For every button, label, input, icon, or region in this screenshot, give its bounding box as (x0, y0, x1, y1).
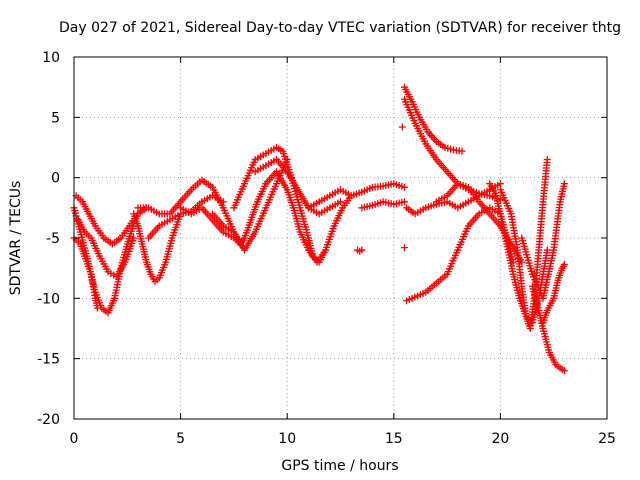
data-point (400, 183, 408, 191)
series-track-d (74, 216, 138, 281)
y-tick-label: 5 (51, 110, 60, 126)
series-track-e (130, 210, 185, 285)
data-point (496, 180, 504, 188)
y-tick-label: -10 (37, 291, 60, 307)
data-point (458, 147, 466, 155)
series-track-w (528, 282, 568, 375)
series-track-x (539, 261, 568, 326)
data-series (70, 83, 568, 375)
x-tick-label: 15 (385, 431, 403, 447)
data-point (560, 367, 568, 375)
data-point (130, 234, 138, 242)
series-track-p (400, 83, 466, 155)
series-track-u (486, 180, 551, 326)
data-point (560, 261, 568, 269)
x-axis-label: GPS time / hours (281, 458, 398, 474)
x-tick-label: 10 (278, 431, 296, 447)
x-tick-label: 0 (70, 431, 79, 447)
series-track-h (177, 180, 270, 248)
data-point (560, 180, 568, 188)
data-point (219, 198, 227, 206)
chart-title: Day 027 of 2021, Sidereal Day-to-day VTE… (59, 20, 621, 36)
data-point (398, 123, 406, 131)
axis-ticks: 0 5 10 15 20 25 -20 -15 -10 -5 0 5 10 (37, 50, 616, 447)
data-point (358, 246, 366, 254)
x-tick-label: 5 (176, 431, 185, 447)
data-point (543, 246, 551, 254)
y-tick-label: -20 (37, 412, 60, 428)
series-track-c (72, 192, 150, 248)
series-track-o (354, 123, 408, 255)
y-tick-label: -5 (46, 231, 60, 247)
series-track-l (262, 168, 355, 266)
x-tick-label: 25 (598, 431, 616, 447)
y-tick-label: 10 (42, 50, 60, 66)
series-track-m (305, 180, 408, 212)
series-track-y (518, 180, 568, 302)
data-point (543, 156, 551, 164)
x-tick-label: 20 (491, 431, 509, 447)
y-axis-label: SDTVAR / TECUs (8, 181, 24, 296)
y-tick-label: -15 (37, 352, 60, 368)
data-point (400, 198, 408, 206)
data-point (496, 195, 504, 203)
data-point (400, 244, 408, 252)
y-tick-label: 0 (51, 171, 60, 187)
grid (74, 57, 607, 419)
data-point (337, 198, 344, 206)
series-track-n (358, 198, 408, 212)
plot-frame (73, 56, 608, 420)
